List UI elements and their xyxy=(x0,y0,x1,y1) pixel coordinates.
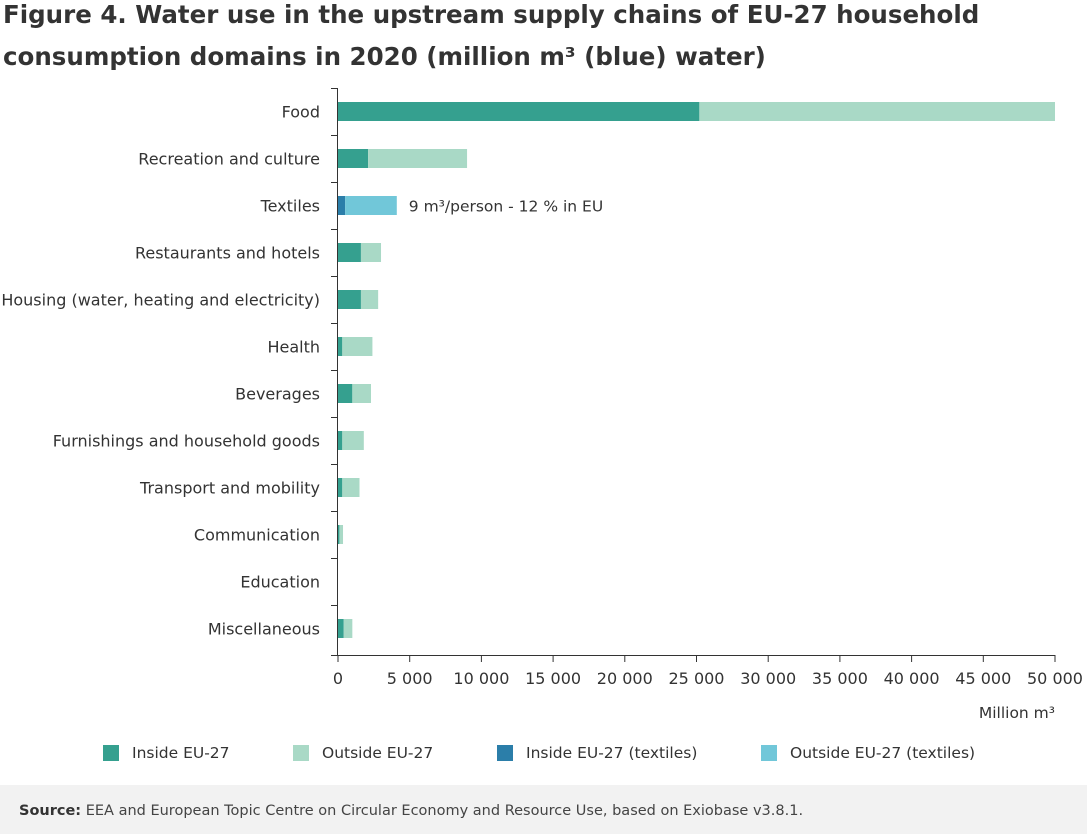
x-tick-label: 5 000 xyxy=(387,669,433,688)
bar-furnishings-and-household-goods-outside-eu-27 xyxy=(342,431,364,450)
x-tick-label: 0 xyxy=(333,669,343,688)
x-tick-label: 35 000 xyxy=(812,669,868,688)
x-tick-label: 15 000 xyxy=(525,669,581,688)
bar-transport-and-mobility-outside-eu-27 xyxy=(342,478,360,497)
bar-textiles-outside-eu-27-textiles xyxy=(345,196,397,215)
bar-beverages-inside-eu-27 xyxy=(338,384,353,403)
chart-legend: Inside EU-27 Outside EU-27 Inside EU-27 (t… xyxy=(0,740,1087,766)
legend-swatch xyxy=(497,745,513,761)
bar-health-inside-eu-27 xyxy=(338,337,343,356)
source-label: Source: xyxy=(19,803,82,819)
bar-housing-water-heating-and-electricity-outside-eu-27 xyxy=(360,290,379,309)
legend-label: Outside EU-27 (textiles) xyxy=(790,744,976,762)
legend-label: Inside EU-27 xyxy=(132,744,230,762)
bar-communication-inside-eu-27 xyxy=(338,525,340,544)
source-note: Source: EEA and European Topic Centre on… xyxy=(19,803,803,819)
bar-annotation: 9 m³/person - 12 % in EU xyxy=(409,198,603,216)
bar-recreation-and-culture-outside-eu-27 xyxy=(368,149,468,168)
chart-title: Figure 4. Water use in the upstream supp… xyxy=(3,0,980,71)
x-tick-label: 20 000 xyxy=(597,669,653,688)
bar-chart: Food Recreation and culture Textiles Restau… xyxy=(1,88,1083,722)
y-tick-label: Food xyxy=(282,103,320,122)
legend-label: Outside EU-27 xyxy=(322,744,434,762)
bar-restaurants-and-hotels-outside-eu-27 xyxy=(360,243,382,262)
bar-beverages-outside-eu-27 xyxy=(352,384,371,403)
y-tick-label: Health xyxy=(267,338,320,357)
bar-health-outside-eu-27 xyxy=(342,337,373,356)
y-tick-label: Furnishings and household goods xyxy=(53,432,320,451)
bar-miscellaneous-outside-eu-27 xyxy=(343,619,353,638)
legend-swatch xyxy=(293,745,309,761)
y-tick-label: Recreation and culture xyxy=(138,150,320,169)
legend-item-inside-eu-27: Inside EU-27 xyxy=(103,740,230,766)
y-tick-label: Transport and mobility xyxy=(139,479,320,498)
x-tick-label: 25 000 xyxy=(669,669,725,688)
bar-recreation-and-culture-inside-eu-27 xyxy=(338,149,369,168)
legend-swatch xyxy=(761,745,777,761)
bar-restaurants-and-hotels-inside-eu-27 xyxy=(338,243,361,262)
legend-item-inside-eu-27-textiles: Inside EU-27 (textiles) xyxy=(497,740,697,766)
x-axis-title: Million m³ xyxy=(979,704,1055,722)
y-tick-label: Beverages xyxy=(235,385,320,404)
bar-textiles-inside-eu-27-textiles xyxy=(338,196,346,215)
x-tick-label: 30 000 xyxy=(740,669,796,688)
x-tick-label: 40 000 xyxy=(884,669,940,688)
bar-food-outside-eu-27 xyxy=(699,102,1055,121)
legend-label: Inside EU-27 (textiles) xyxy=(526,744,698,762)
y-tick-label: Housing (water, heating and electricity) xyxy=(1,291,320,310)
y-tick-label: Education xyxy=(240,573,320,592)
y-tick-label: Communication xyxy=(194,526,320,545)
bar-furnishings-and-household-goods-inside-eu-27 xyxy=(338,431,343,450)
bar-communication-outside-eu-27 xyxy=(339,525,344,544)
x-tick-label: 10 000 xyxy=(453,669,509,688)
bar-housing-water-heating-and-electricity-inside-eu-27 xyxy=(338,290,361,309)
y-tick-label: Miscellaneous xyxy=(208,620,320,639)
legend-swatch xyxy=(103,745,119,761)
bar-food-inside-eu-27 xyxy=(338,102,700,121)
legend-item-outside-eu-27: Outside EU-27 xyxy=(293,740,433,766)
x-tick-label: 45 000 xyxy=(955,669,1011,688)
x-tick-label: 50 000 xyxy=(1027,669,1083,688)
source-box: Source: EEA and European Topic Centre on… xyxy=(0,785,1087,834)
legend-item-outside-eu-27-textiles: Outside EU-27 (textiles) xyxy=(761,740,975,766)
y-tick-label: Restaurants and hotels xyxy=(135,244,320,263)
source-text: EEA and European Topic Centre on Circula… xyxy=(81,803,804,819)
bar-miscellaneous-inside-eu-27 xyxy=(338,619,344,638)
y-tick-label: Textiles xyxy=(260,197,320,216)
bar-transport-and-mobility-inside-eu-27 xyxy=(338,478,343,497)
